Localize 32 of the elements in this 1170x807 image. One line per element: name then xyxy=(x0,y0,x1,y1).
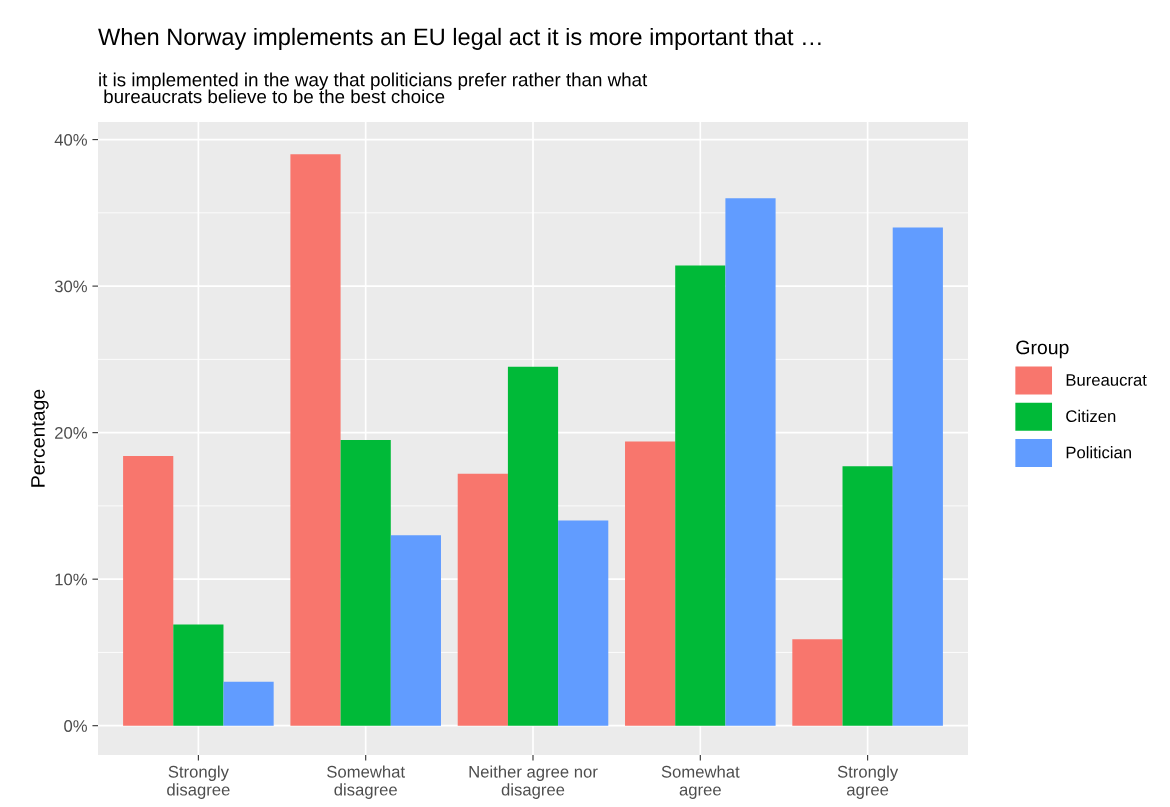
bar xyxy=(340,439,391,726)
bar xyxy=(507,366,559,726)
x-tick-label: Somewhat agree xyxy=(661,765,740,799)
bar xyxy=(625,441,676,726)
y-tick-label: 20% xyxy=(55,427,87,439)
bar xyxy=(675,265,726,726)
bar xyxy=(390,535,441,726)
chart-title: When Norway implements an EU legal act it is more important that … xyxy=(98,27,821,50)
y-tick-label: 10% xyxy=(55,573,87,586)
x-tick-label: Strongly disagree xyxy=(167,765,230,799)
bar xyxy=(173,624,224,726)
legend-title: Group xyxy=(1016,340,1069,359)
legend-label: Citizen xyxy=(1066,409,1116,423)
x-tick-label: Strongly agree xyxy=(837,765,899,799)
bar xyxy=(792,639,843,726)
x-tick-label: Somewhat disagree xyxy=(327,765,405,799)
bar xyxy=(123,456,174,726)
bar xyxy=(892,227,943,726)
bar xyxy=(223,681,274,726)
bar xyxy=(842,466,893,726)
legend-label: Politician xyxy=(1066,446,1131,459)
y-tick-label: 40% xyxy=(54,133,87,146)
y-tick-label: 30% xyxy=(54,280,87,293)
chart-subtitle: it is implemented in the way that politicians prefer rather than what bureaucrats believe to be the best choice xyxy=(99,72,648,104)
y-axis-title: Percentage xyxy=(31,389,49,487)
bar xyxy=(457,473,508,726)
x-tick-label: Neither agree nor disagree xyxy=(469,765,598,799)
bar xyxy=(290,154,341,726)
legend-label: Bureaucrat xyxy=(1066,374,1147,386)
y-tick-label: 0% xyxy=(64,720,87,732)
bar xyxy=(558,520,609,726)
bar xyxy=(725,198,776,726)
